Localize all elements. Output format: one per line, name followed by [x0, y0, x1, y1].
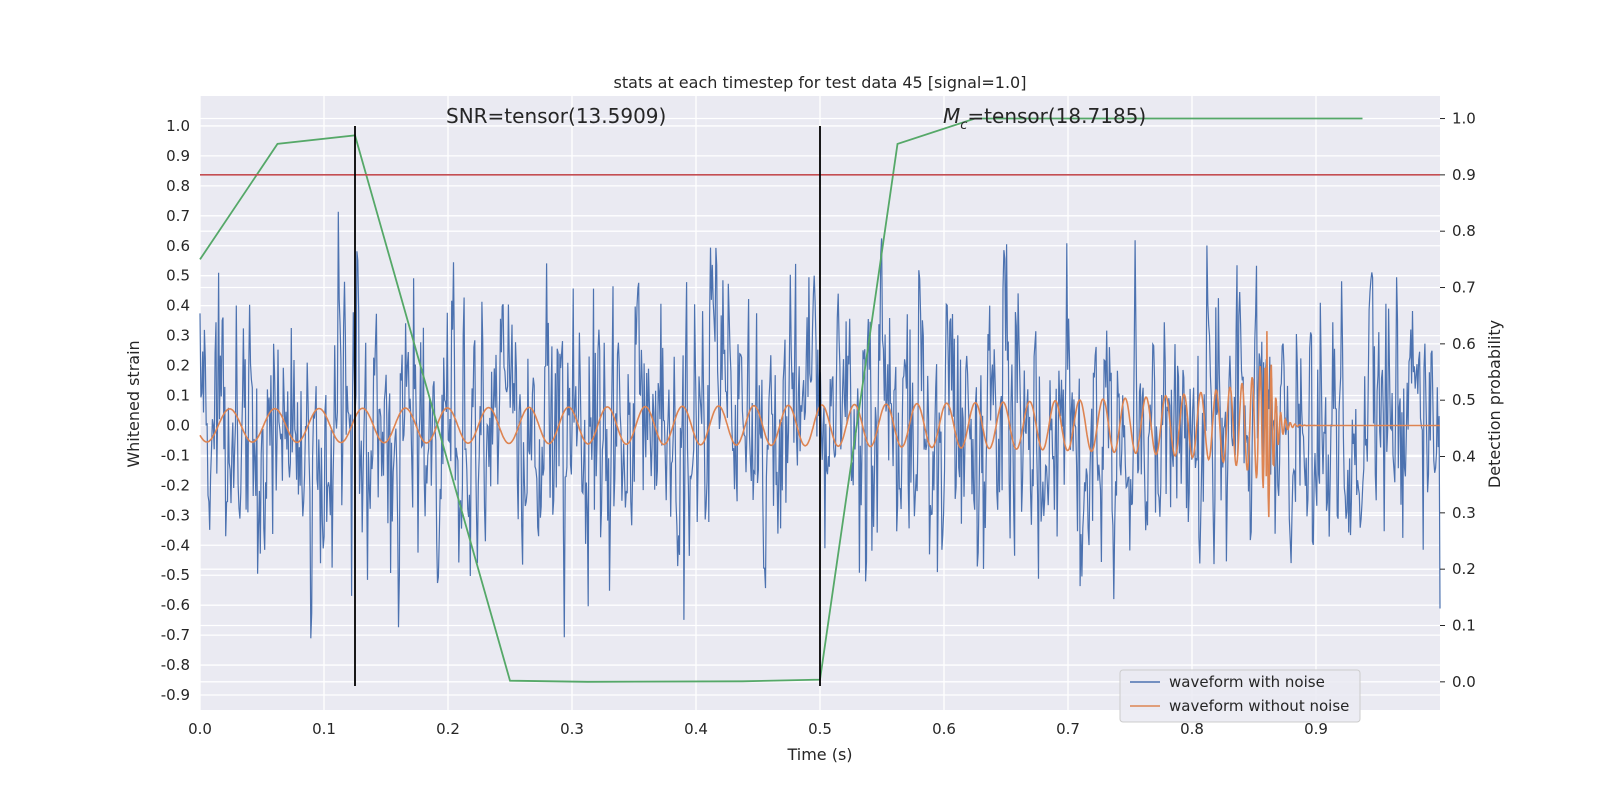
y-tick-label: 0.1	[166, 387, 190, 405]
y-tick-label: 0.9	[166, 147, 190, 165]
y-axis-ticks: 1.0 0.9 0.8 0.7 0.6 0.5 0.4 0.3 0.2 0.1 0.0 -0.1 -0.…	[161, 117, 190, 704]
y2-tick-label: 0.6	[1452, 335, 1476, 353]
y-tick-label: -0.8	[161, 656, 190, 674]
y2-tick-label: 0.5	[1452, 391, 1476, 409]
x-axis-ticks: 0.0 0.1 0.2 0.3 0.4 0.5 0.6 0.7 0.8 0.9	[188, 720, 1328, 738]
y-axis-label: Whitened strain	[124, 340, 143, 467]
y-tick-label: 0.7	[166, 207, 190, 225]
y2-tick-label: 0.7	[1452, 279, 1476, 297]
legend: waveform with noise waveform without noi…	[1119, 669, 1361, 723]
chirp-mass-annotation: Mc=tensor(18.7185)	[943, 104, 1146, 133]
x-tick-label: 0.3	[560, 720, 584, 738]
y-tick-label: 0.0	[166, 416, 190, 434]
y-tick-label: 1.0	[166, 117, 190, 135]
y-tick-label: -0.1	[161, 446, 190, 464]
y-tick-label: 0.5	[166, 267, 190, 285]
legend-box	[1119, 669, 1361, 723]
y-tick-label: 0.4	[166, 297, 190, 315]
y-tick-label: -0.2	[161, 476, 190, 494]
y2-tick-label: 0.0	[1452, 673, 1476, 691]
y2-tick-label: 0.4	[1452, 448, 1476, 466]
y2-tick-label: 0.8	[1452, 222, 1476, 240]
y2-tick-label: 0.3	[1452, 504, 1476, 522]
x-tick-label: 0.2	[436, 720, 460, 738]
legend-label-noisy: waveform with noise	[1169, 673, 1325, 691]
x-tick-label: 0.1	[312, 720, 336, 738]
x-axis-label: Time (s)	[786, 745, 852, 764]
y-tick-label: -0.6	[161, 596, 190, 614]
y2-tick-label: 0.9	[1452, 166, 1476, 184]
chirp-mass-subscript: c	[960, 118, 967, 133]
legend-label-clean: waveform without noise	[1169, 697, 1349, 715]
reference-lines	[200, 125, 1440, 687]
x-tick-label: 0.8	[1180, 720, 1204, 738]
chirp-mass-value: =tensor(18.7185)	[967, 104, 1146, 128]
x-tick-label: 0.9	[1304, 720, 1328, 738]
y2-axis-ticks: 1.0 0.9 0.8 0.7 0.6 0.5 0.4 0.3 0.2 0.1 0.0	[1440, 110, 1476, 691]
y2-tick-label: 0.1	[1452, 617, 1476, 635]
chirp-mass-symbol: M	[943, 104, 960, 128]
detection-probability-line	[199, 117, 1363, 683]
y-tick-label: 0.8	[166, 177, 190, 195]
x-tick-label: 0.7	[1056, 720, 1080, 738]
x-tick-label: 0.6	[932, 720, 956, 738]
y-tick-label: -0.3	[161, 506, 190, 524]
y2-tick-label: 1.0	[1452, 110, 1476, 128]
chart-title: stats at each timestep for test data 45 …	[614, 73, 1027, 92]
detection-probability-series	[199, 117, 1363, 683]
y-tick-label: -0.5	[161, 566, 190, 584]
y-tick-label: -0.9	[161, 686, 190, 704]
y-tick-label: 0.6	[166, 237, 190, 255]
y2-tick-label: 0.2	[1452, 560, 1476, 578]
x-tick-label: 0.4	[684, 720, 708, 738]
x-tick-label: 0.0	[188, 720, 212, 738]
y-tick-label: 0.2	[166, 357, 190, 375]
y2-axis-label: Detection probability	[1485, 320, 1504, 488]
x-tick-label: 0.5	[808, 720, 832, 738]
y-tick-label: 0.3	[166, 327, 190, 345]
y-tick-label: -0.7	[161, 626, 190, 644]
snr-annotation: SNR=tensor(13.5909)	[446, 104, 666, 128]
y-tick-label: -0.4	[161, 536, 190, 554]
